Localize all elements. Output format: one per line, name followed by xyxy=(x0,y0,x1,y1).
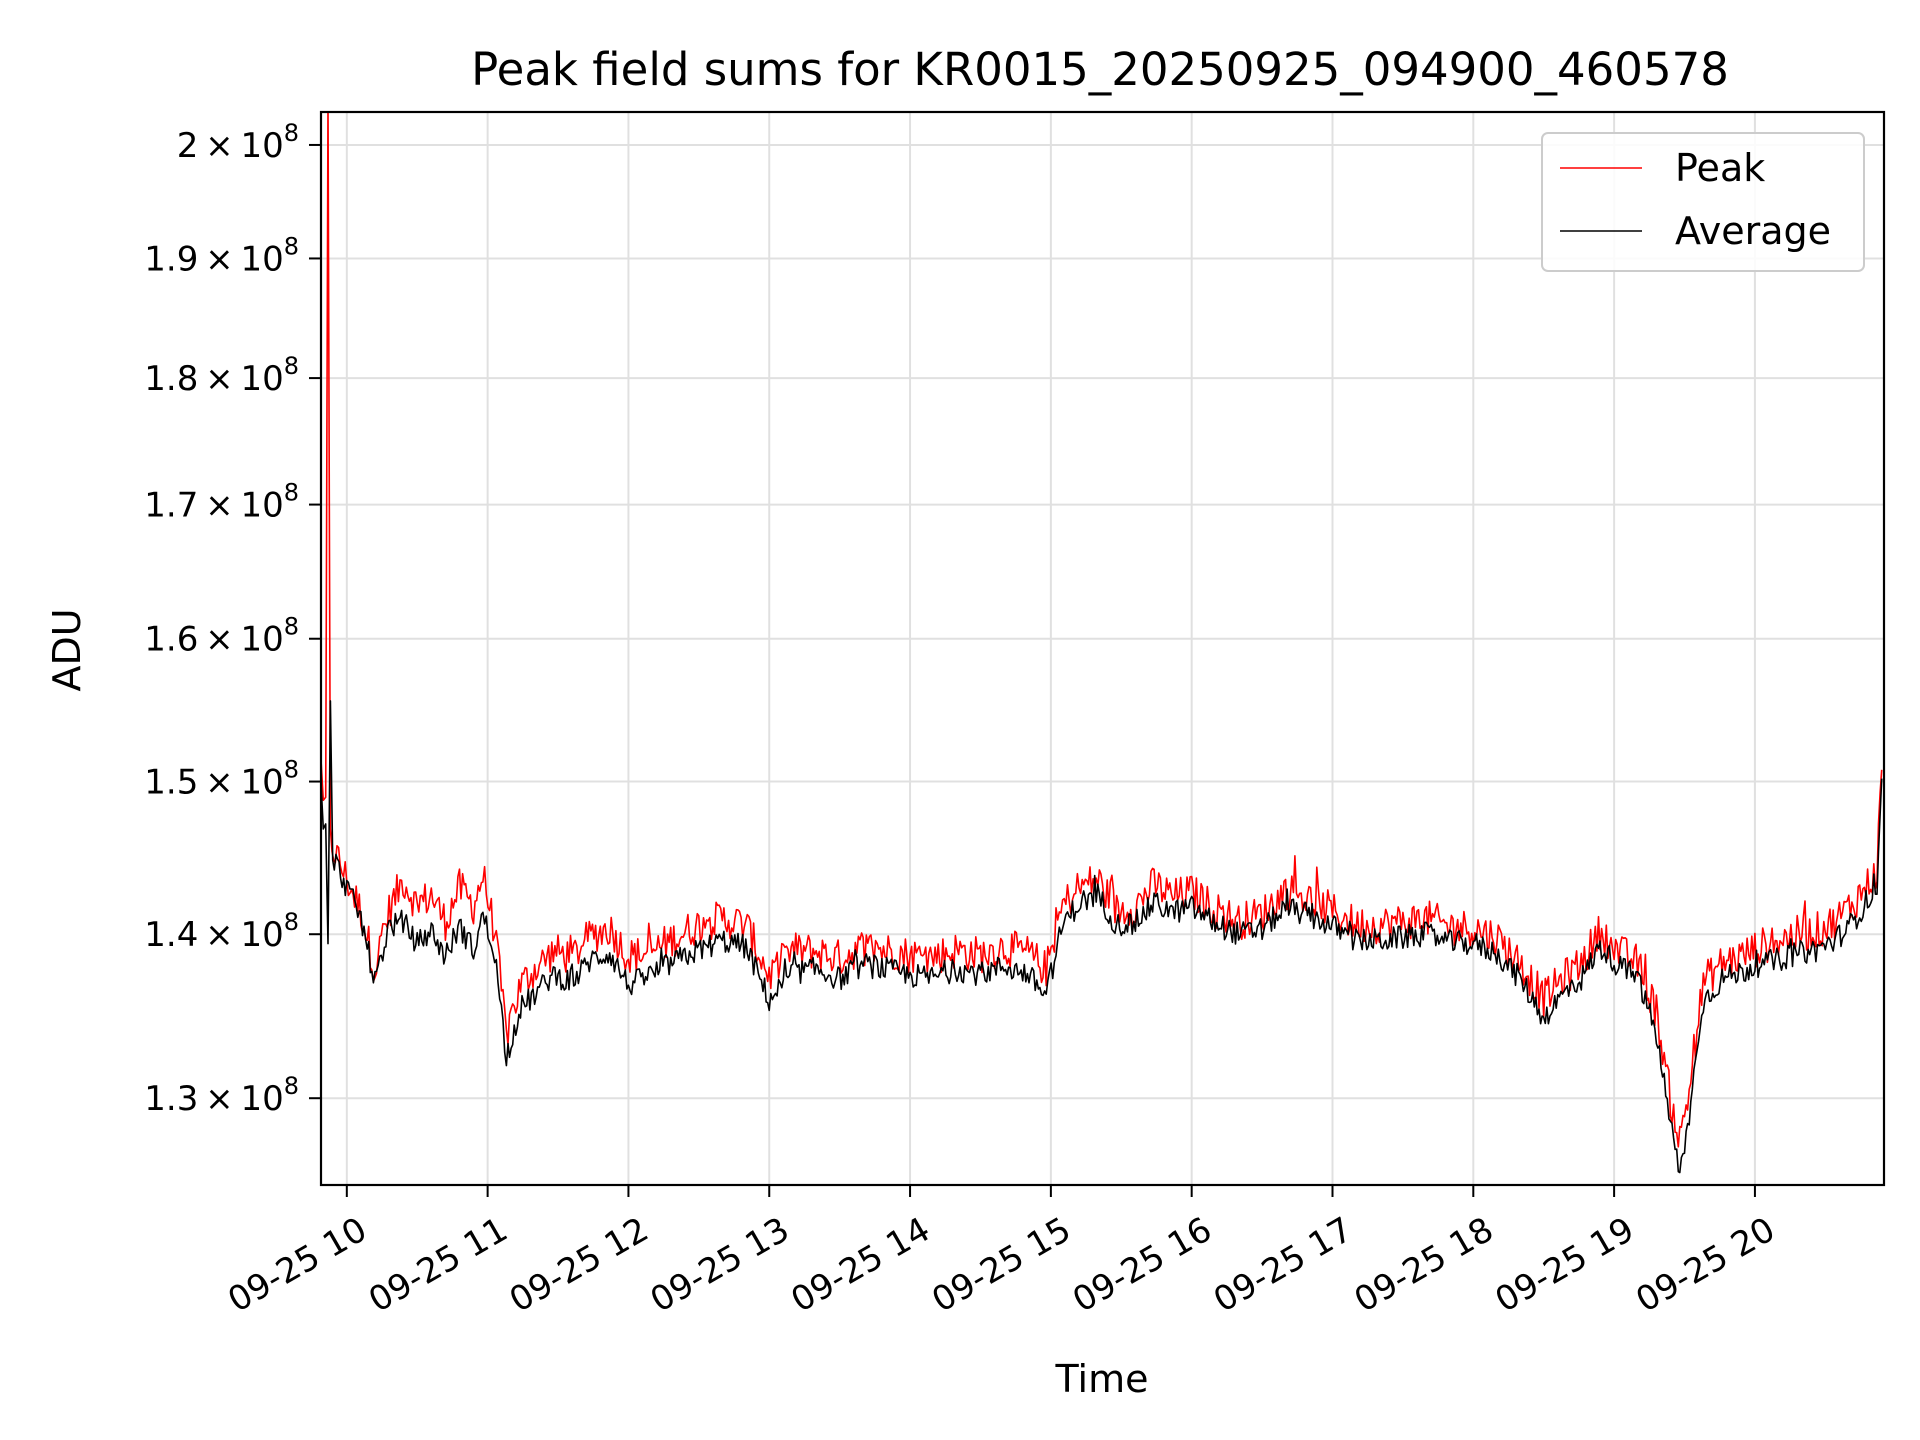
x-axis-label: Time xyxy=(1055,1357,1149,1401)
x-tick-label: 09-25 18 xyxy=(1348,1210,1500,1321)
legend-label-average: Average xyxy=(1675,209,1831,253)
y-tick-exponent: 8 xyxy=(284,479,299,507)
y-tick-exponent: 8 xyxy=(284,1072,299,1100)
x-tick-label: 09-25 11 xyxy=(362,1210,514,1321)
y-tick-label: 2 × 108 xyxy=(177,119,299,166)
x-tick-label: 09-25 10 xyxy=(221,1210,373,1321)
y-tick-mantissa: 2 xyxy=(177,126,199,166)
legend-label-peak: Peak xyxy=(1675,146,1765,190)
y-tick-label: 1.3 × 108 xyxy=(144,1072,299,1119)
x-tick-label: 09-25 20 xyxy=(1629,1210,1781,1321)
series-layer xyxy=(321,112,1883,1174)
x-tick-label: 09-25 12 xyxy=(503,1210,655,1321)
x-tick-label: 09-25 13 xyxy=(644,1210,796,1321)
x-tick-label: 09-25 17 xyxy=(1207,1210,1359,1321)
y-tick-mantissa: 1.5 xyxy=(144,763,198,803)
y-tick-exponent: 8 xyxy=(284,756,299,784)
series-line-peak xyxy=(321,112,1883,1148)
x-tick-label: 09-25 14 xyxy=(785,1210,937,1321)
y-tick-label: 1.4 × 108 xyxy=(144,908,299,955)
y-tick-label: 1.8 × 108 xyxy=(144,352,299,399)
x-tick-label: 09-25 19 xyxy=(1489,1210,1641,1321)
legend: Peak Average xyxy=(1541,132,1865,272)
plot-frame xyxy=(319,110,1886,1187)
x-tick-label: 09-25 15 xyxy=(925,1210,1077,1321)
y-tick-mantissa: 1.4 xyxy=(144,915,198,955)
x-tick-label: 09-25 16 xyxy=(1066,1210,1218,1321)
y-tick-mantissa: 1.8 xyxy=(144,359,198,399)
y-tick-exponent: 8 xyxy=(284,232,299,260)
chart-title: Peak field sums for KR0015_20250925_0949… xyxy=(471,43,1729,96)
y-tick-mantissa: 1.3 xyxy=(144,1079,198,1119)
y-tick-exponent: 8 xyxy=(284,613,299,641)
y-tick-exponent: 8 xyxy=(284,352,299,380)
y-tick-label: 1.7 × 108 xyxy=(144,479,299,526)
y-tick-mantissa: 1.7 xyxy=(144,486,198,526)
grid-lines xyxy=(321,112,1884,1185)
y-tick-mantissa: 1.6 xyxy=(144,620,198,660)
y-axis: 2 × 108 1.9 × 108 1.8 × 108 1.7 × 108 1.6 × … xyxy=(144,119,321,1119)
y-tick-label: 1.6 × 108 xyxy=(144,613,299,660)
y-axis-label: ADU xyxy=(45,608,89,691)
y-tick-label: 1.9 × 108 xyxy=(144,232,299,279)
y-tick-mantissa: 1.9 xyxy=(144,239,198,279)
y-tick-exponent: 8 xyxy=(284,908,299,936)
series-line-average xyxy=(321,700,1883,1174)
y-tick-label: 1.5 × 108 xyxy=(144,756,299,803)
y-tick-exponent: 8 xyxy=(284,119,299,147)
